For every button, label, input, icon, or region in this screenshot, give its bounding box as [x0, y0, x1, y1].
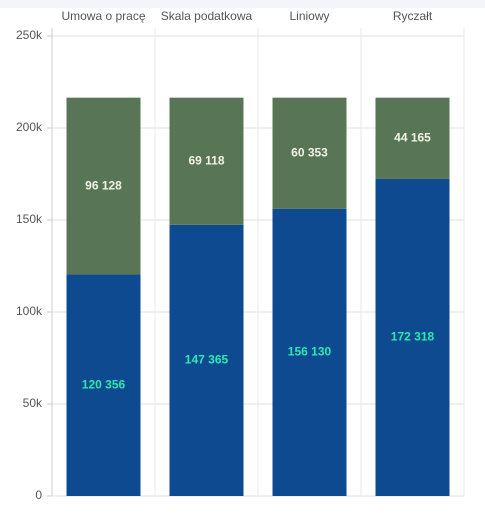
x-tick-label: Umowa o pracę	[61, 9, 145, 23]
value-label: 147 365	[185, 353, 229, 367]
y-tick-label: 100k	[16, 304, 43, 318]
x-tick-label: Skala podatkowa	[161, 9, 253, 23]
value-label: 120 356	[82, 377, 126, 391]
header-band	[0, 0, 485, 8]
value-label: 172 318	[391, 330, 435, 344]
y-tick-label: 250k	[16, 28, 43, 42]
y-tick-label: 50k	[23, 396, 43, 410]
bar-segment	[169, 224, 244, 497]
bar-segment	[169, 97, 244, 225]
value-label: 44 165	[394, 130, 431, 144]
value-label: 60 353	[291, 145, 328, 159]
value-label: 96 128	[85, 178, 122, 192]
y-tick-label: 0	[35, 488, 42, 502]
bar-segment	[66, 97, 141, 275]
x-tick-label: Ryczałt	[393, 9, 433, 23]
bar-segment	[66, 274, 141, 496]
y-tick-label: 200k	[16, 120, 43, 134]
bar-segment	[272, 208, 347, 496]
y-tick-label: 150k	[16, 212, 43, 226]
bar-segment	[375, 97, 450, 179]
bar-segment	[375, 178, 450, 496]
bar-segment	[272, 97, 347, 209]
x-tick-label: Liniowy	[289, 9, 329, 23]
value-label: 156 130	[288, 345, 332, 359]
value-label: 69 118	[188, 153, 224, 167]
